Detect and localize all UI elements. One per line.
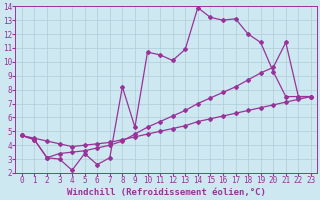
X-axis label: Windchill (Refroidissement éolien,°C): Windchill (Refroidissement éolien,°C) bbox=[67, 188, 266, 197]
